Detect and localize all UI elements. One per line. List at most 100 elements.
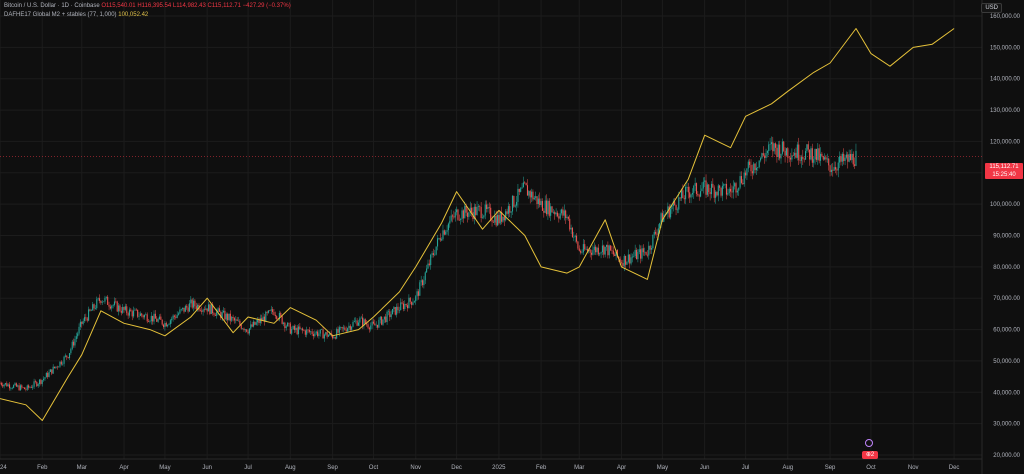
candle-body — [447, 223, 449, 231]
change-value: −427.29 (−0.37%) — [242, 3, 291, 9]
events-badge[interactable]: ⊕2 — [862, 451, 878, 459]
candle-body — [852, 153, 854, 165]
price-tick-label: 120,000.00 — [990, 139, 1021, 145]
candle-body — [364, 319, 366, 324]
candle-body — [217, 308, 219, 312]
candle-body — [145, 314, 147, 316]
price-tick-label: 50,000.00 — [993, 359, 1020, 365]
candle-body — [824, 157, 826, 160]
candle-body — [543, 210, 545, 213]
candle-body — [109, 306, 111, 309]
candle-body — [501, 211, 503, 222]
candle-body — [104, 297, 106, 302]
candle-body — [713, 187, 715, 198]
candle-body — [794, 152, 796, 156]
candle-body — [383, 316, 385, 320]
candle-body — [789, 157, 792, 160]
candle-body — [67, 357, 69, 359]
candle-body — [300, 328, 302, 330]
candle-body — [235, 319, 237, 321]
candle-body — [671, 205, 673, 210]
candle-body — [544, 200, 546, 213]
candle-body — [818, 148, 820, 161]
candle-body — [160, 316, 162, 320]
candle-body — [220, 311, 222, 318]
candle-body — [149, 321, 151, 322]
candle-body — [118, 305, 120, 312]
candle-body — [590, 252, 593, 255]
candle-body — [60, 361, 62, 365]
indicator-name: DAFHE17 Global M2 + stables (77, 1,000) — [4, 12, 117, 18]
global-m2-series — [0, 28, 955, 421]
candle-body — [258, 319, 260, 324]
candle-body — [389, 311, 391, 318]
candle-body — [48, 371, 50, 377]
candle-body — [378, 319, 380, 328]
candle-body — [146, 314, 148, 322]
candle-body — [457, 209, 459, 220]
candle-body — [150, 315, 152, 322]
candle-body — [533, 197, 535, 200]
candle-body — [13, 385, 15, 388]
candle-body — [148, 321, 150, 323]
candle-body — [465, 205, 467, 213]
indicator-legend-row[interactable]: DAFHE17 Global M2 + stables (77, 1,000) … — [4, 11, 291, 20]
candle-body — [8, 384, 11, 389]
candle-body — [112, 304, 114, 306]
candle-body — [94, 308, 96, 309]
candle-body — [158, 316, 161, 320]
candle-body — [337, 329, 339, 333]
candle-body — [244, 329, 246, 331]
candle-body — [201, 310, 203, 312]
candle-body — [347, 328, 349, 332]
candle-body — [605, 244, 608, 247]
global-m2-line — [0, 28, 955, 421]
candle-body — [372, 321, 375, 324]
candle-body — [7, 384, 9, 387]
candle-body — [439, 238, 441, 241]
candle-body — [708, 184, 710, 193]
candle-body — [514, 205, 516, 207]
candle-body — [521, 187, 523, 189]
price-series — [0, 136, 982, 392]
candle-body — [432, 253, 434, 255]
candle-body — [78, 326, 80, 334]
candle-body — [314, 333, 316, 337]
candle-body — [254, 321, 256, 325]
candle-body — [445, 231, 447, 235]
candle-body — [340, 327, 342, 328]
candle-body — [116, 301, 118, 312]
price-axis: 20,000.00 30,000.00 40,000.00 50,000.00 60,0… — [990, 14, 1021, 459]
candle-body — [225, 313, 227, 320]
candle-body — [768, 144, 770, 152]
candle-body — [184, 306, 186, 312]
events-icon[interactable] — [865, 439, 873, 447]
candle-body — [367, 324, 369, 328]
candle-body — [332, 335, 334, 339]
candle-body — [524, 182, 526, 184]
candle-body — [154, 313, 156, 319]
candle-body — [676, 209, 678, 211]
candle-body — [363, 319, 365, 326]
candle-body — [784, 150, 786, 156]
candle-body — [481, 217, 484, 219]
candle-body — [408, 297, 410, 309]
time-tick-label: Nov — [908, 465, 919, 471]
candle-body — [603, 245, 605, 255]
candle-body — [795, 152, 797, 158]
candle-body — [0, 382, 1, 384]
currency-button[interactable]: USD — [981, 3, 1002, 13]
candle-body — [17, 385, 19, 387]
candle-body — [476, 206, 478, 216]
candle-body — [687, 186, 689, 193]
candle-body — [431, 253, 433, 255]
candle-body — [650, 248, 653, 250]
candle-body — [633, 256, 635, 257]
candle-body — [374, 323, 376, 326]
low-value: L114,982.43 — [172, 3, 206, 9]
candle-body — [394, 307, 396, 315]
candle-body — [509, 206, 511, 213]
candle-body — [849, 154, 852, 160]
symbol-legend-row[interactable]: Bitcoin / U.S. Dollar · 1D · Coinbase O1… — [4, 2, 291, 11]
